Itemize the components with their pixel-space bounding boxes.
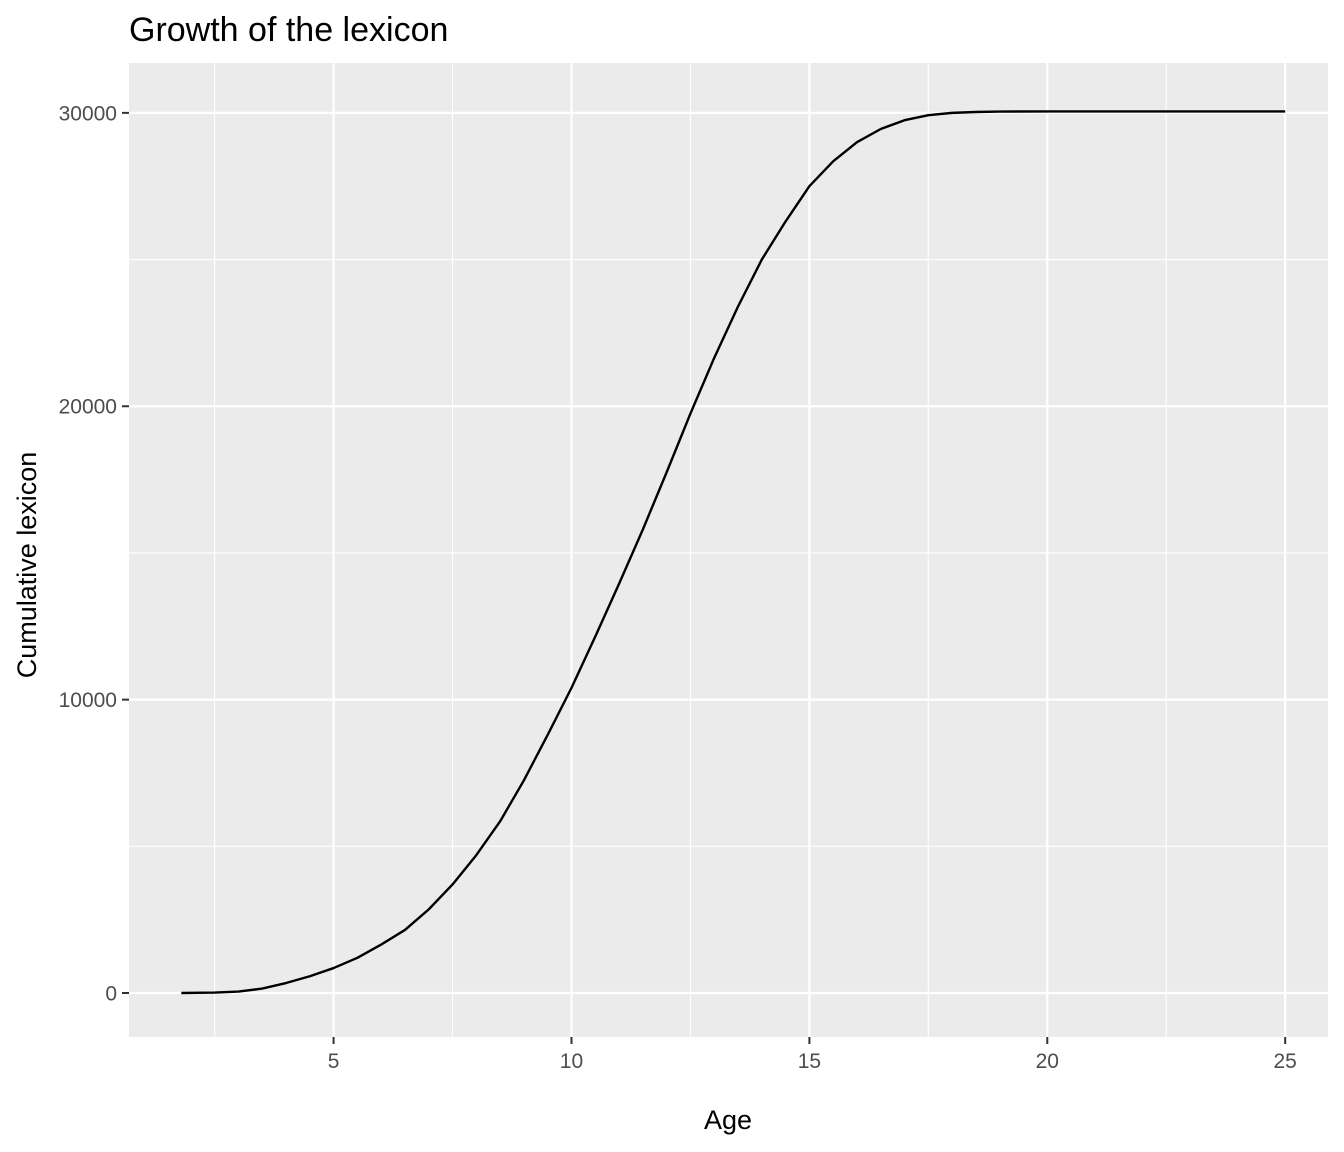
x-tick-label: 5 xyxy=(328,1050,340,1073)
y-tick-label: 20000 xyxy=(59,396,117,419)
x-tick-label: 15 xyxy=(798,1050,821,1073)
series-line-0 xyxy=(181,110,1286,995)
series-layer xyxy=(181,110,1286,995)
plot-panel xyxy=(129,63,1328,1037)
x-tick-label: 25 xyxy=(1273,1050,1296,1073)
x-tick-label: 10 xyxy=(560,1050,583,1073)
y-tick-label: 0 xyxy=(105,982,117,1005)
chart-title: Growth of the lexicon xyxy=(129,11,448,49)
y-axis: 0 10000 20000 30000 xyxy=(59,102,129,1005)
x-tick-label: 20 xyxy=(1036,1050,1059,1073)
major-gridlines xyxy=(129,63,1328,1037)
x-axis: 5 10 15 20 25 xyxy=(328,1037,1297,1073)
y-tick-label: 10000 xyxy=(59,689,117,712)
y-axis-title: Cumulative lexicon xyxy=(12,452,42,679)
minor-gridlines xyxy=(129,63,1328,1037)
y-tick-label: 30000 xyxy=(59,102,117,125)
x-axis-title: Age xyxy=(704,1105,752,1135)
